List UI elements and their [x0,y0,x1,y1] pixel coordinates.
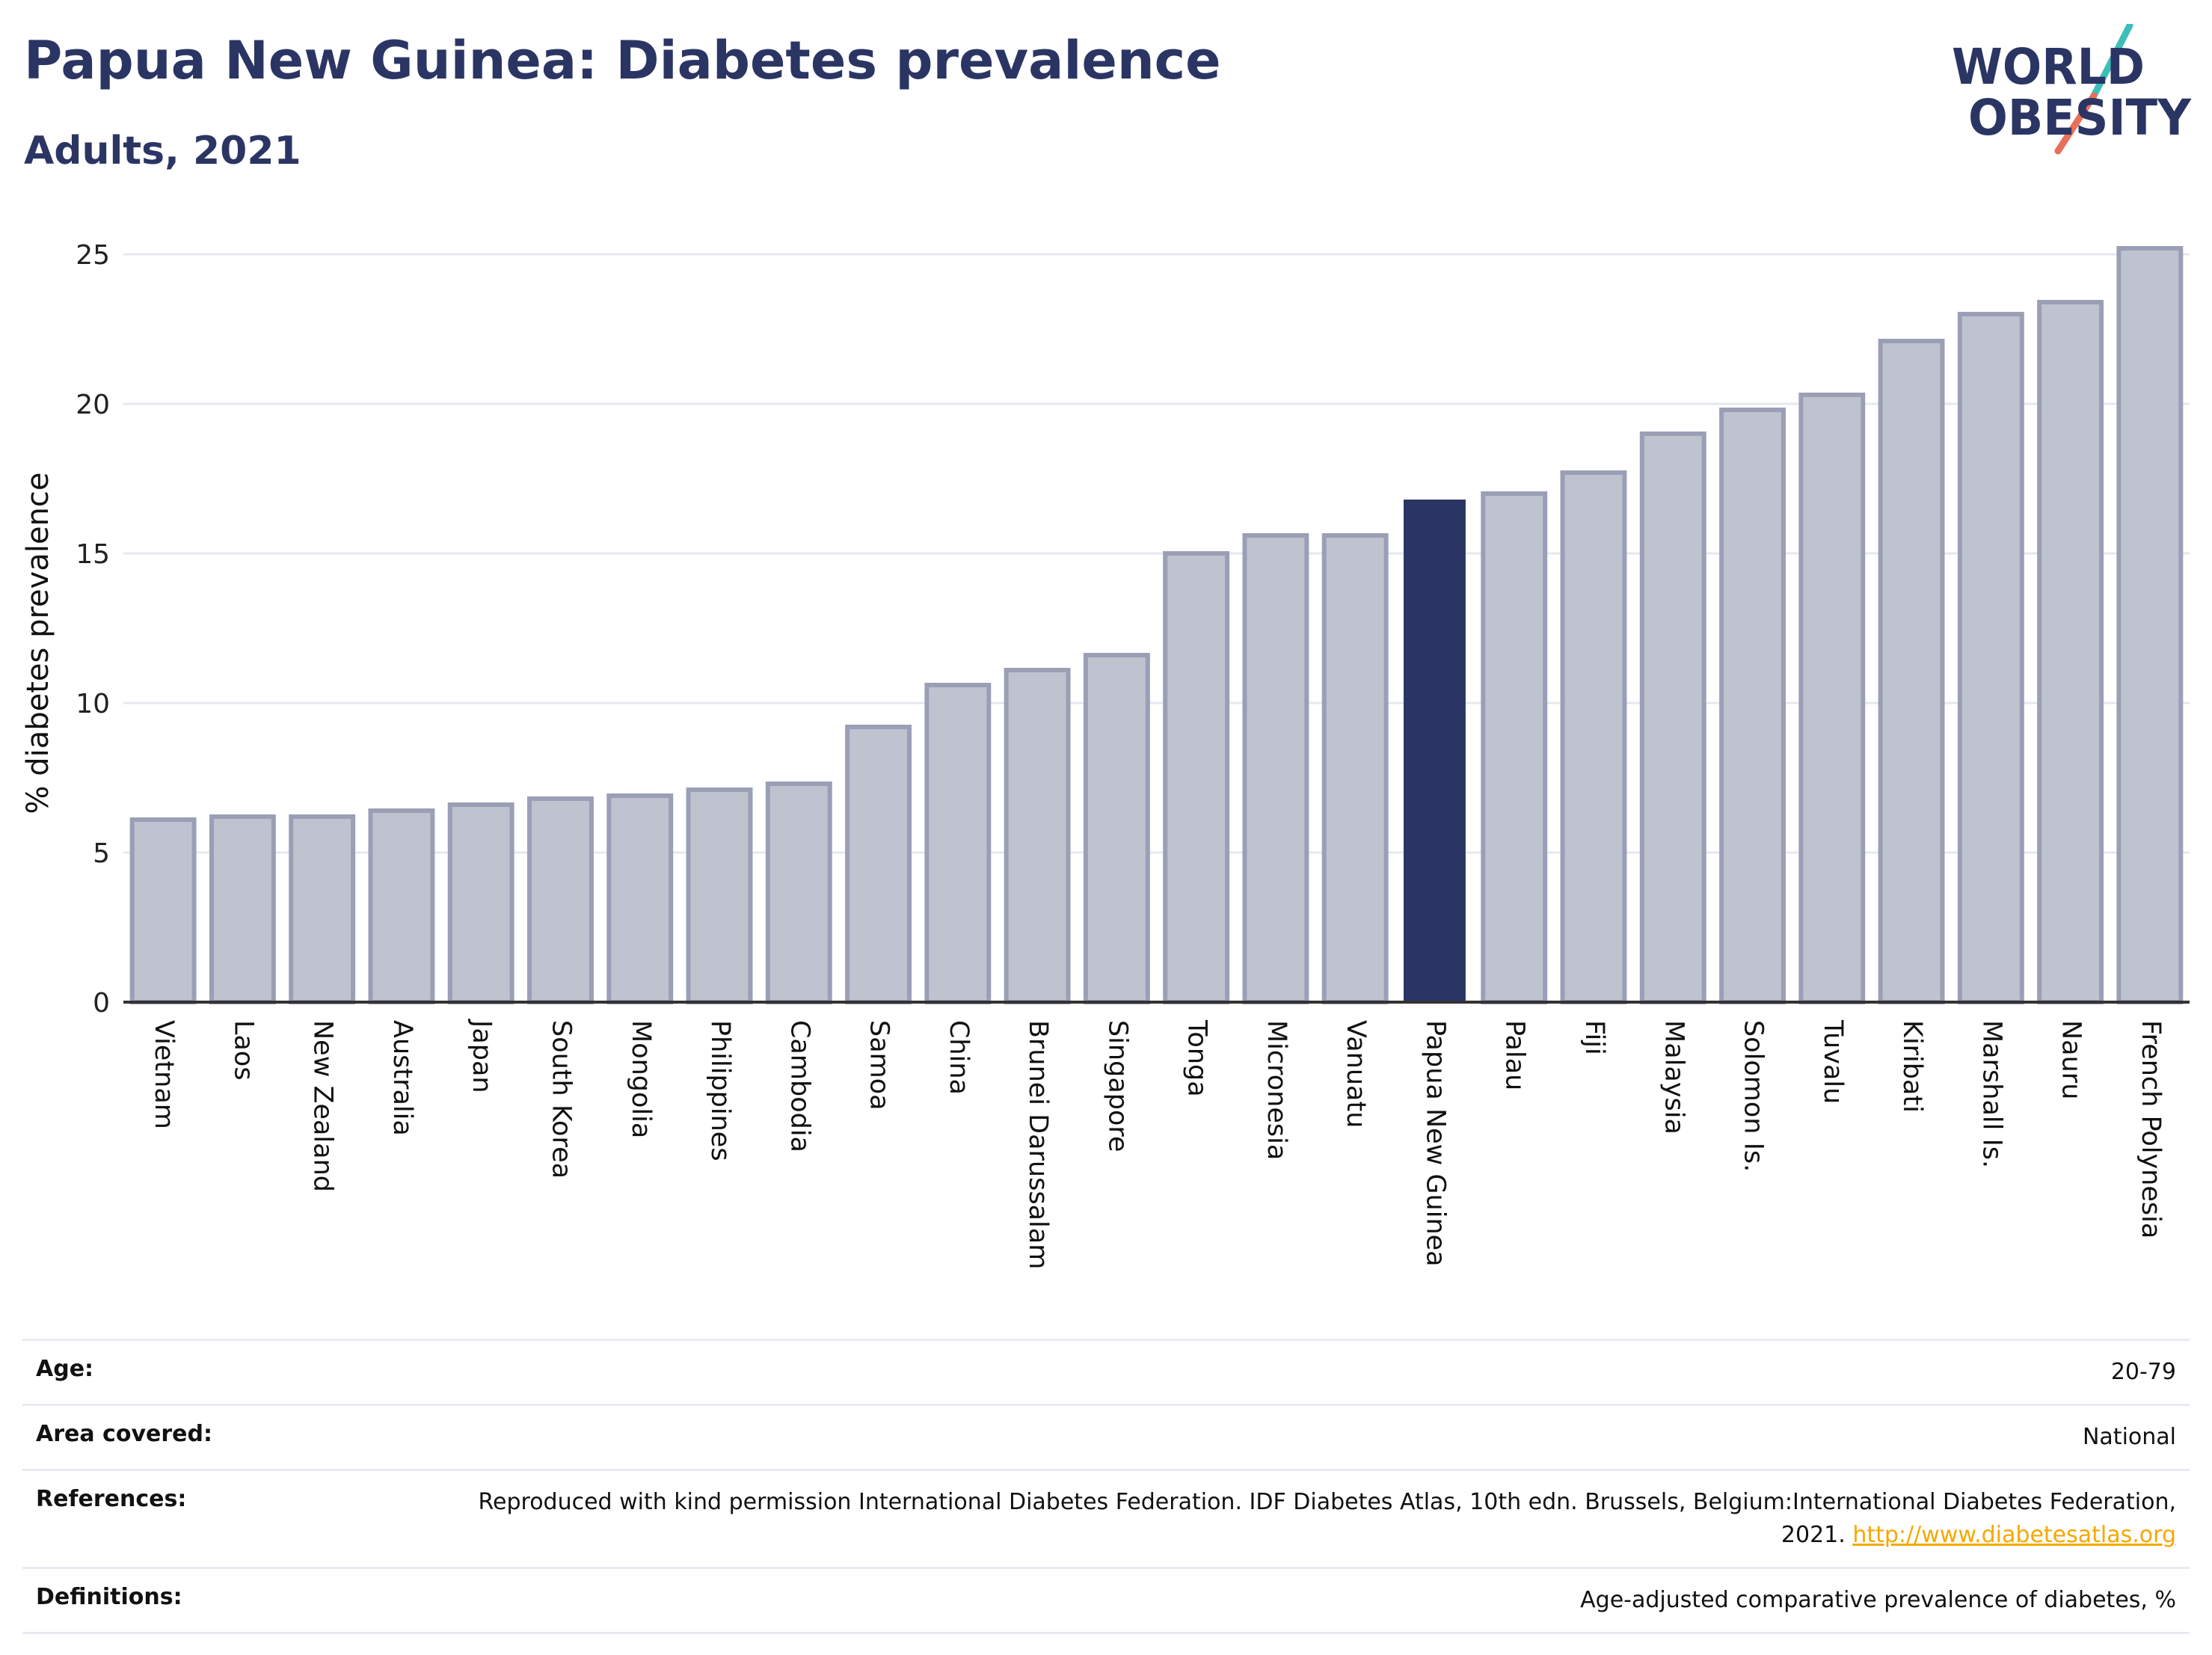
bar-micronesia [1242,533,1309,1004]
info-label: Area covered: [22,1404,408,1470]
info-row-area: Area covered: National [22,1404,2190,1470]
x-tick-label: Cambodia [784,1020,814,1152]
y-axis-ticks: 0 5 10 15 20 25 [76,240,110,1019]
x-tick-label: Tuvalu [1818,1019,1848,1104]
bar-fiji [1560,470,1627,1004]
bar-marshall-is [1957,312,2024,1004]
bar-china [924,683,992,1004]
bar-kiribati [1878,339,1945,1004]
world-obesity-logo: WORLD OBESITY [1952,24,2192,155]
x-tick-label: Philippines [705,1020,735,1161]
bar-mongolia [606,793,674,1004]
x-tick-label: Tonga [1182,1019,1212,1097]
x-tick-label: Solomon Is. [1739,1020,1769,1172]
x-tick-label: Brunei Darussalam [1023,1020,1053,1269]
bar-palau [1481,491,1548,1004]
bar-philippines [686,787,753,1004]
bar-japan [447,802,514,1004]
bar-brunei-darussalam [1004,668,1071,1004]
x-tick-label: Australia [387,1020,417,1136]
info-row-definitions: Definitions: Age-adjusted comparative pr… [22,1567,2190,1634]
x-tick-label: Vanuatu [1341,1020,1371,1128]
bar-malaysia [1639,432,1706,1004]
bar-vietnam [129,817,197,1004]
x-tick-label: Laos [228,1020,258,1081]
logo-slash-bottom [2054,92,2098,155]
info-row-age: Age: 20-79 [22,1339,2190,1405]
x-tick-label: Singapore [1102,1020,1132,1152]
x-tick-label: Fiji [1579,1020,1609,1055]
logo-text-obesity: OBESITY [1968,89,2192,147]
y-tick-label: 0 [93,988,110,1019]
bars [129,246,2184,1004]
x-tick-label: Kiribati [1897,1020,1927,1113]
bar-french-polynesia [2116,246,2184,1004]
x-tick-label: China [944,1020,974,1095]
x-tick-label: Samoa [864,1020,894,1111]
bar-australia [368,808,435,1004]
x-tick-label: New Zealand [308,1020,338,1192]
references-link[interactable]: http://www.diabetesatlas.org [1852,1522,2176,1548]
info-table: Age: 20-79 Area covered: National Refere… [22,1339,2190,1634]
references-text: Reproduced with kind permission Internat… [478,1489,2176,1548]
x-tick-label: South Korea [546,1020,576,1179]
bar-tonga [1163,551,1230,1004]
bar-new-zealand [289,814,356,1004]
y-tick-label: 5 [93,838,110,869]
y-axis-title: % diabetes prevalence [21,472,55,814]
info-label: Age: [22,1339,408,1405]
y-tick-label: 15 [76,539,110,570]
bar-south-korea [527,796,594,1004]
x-tick-label: Papua New Guinea [1420,1020,1450,1267]
y-tick-label: 20 [76,390,110,420]
x-tick-label: Micronesia [1262,1020,1291,1160]
logo-text-world: WORLD [1952,38,2145,96]
info-label: Definitions: [22,1567,408,1634]
bar-laos [209,814,276,1004]
info-value: National [408,1404,2190,1470]
x-tick-label: French Polynesia [2136,1020,2166,1238]
x-tick-label: Mongolia [626,1020,656,1138]
bar-papua-new-guinea [1403,500,1466,1002]
bar-chart: 0 5 10 15 20 25 Vietnam Laos New Zealand Austral… [21,240,2190,1269]
info-label: References: [22,1469,408,1568]
info-value: Reproduced with kind permission Internat… [408,1469,2190,1568]
bar-cambodia [765,782,832,1004]
bar-vanuatu [1321,533,1389,1004]
info-value: 20-79 [408,1339,2190,1405]
page-subtitle: Adults, 2021 [24,129,301,174]
y-tick-label: 25 [76,240,110,271]
x-tick-label: Marshall Is. [1976,1020,2006,1168]
info-row-references: References: Reproduced with kind permiss… [22,1469,2190,1568]
x-tick-label: Japan [467,1019,497,1093]
x-tick-label: Malaysia [1659,1020,1689,1134]
bar-nauru [2037,300,2104,1004]
bar-tuvalu [1798,393,1866,1004]
info-value: Age-adjusted comparative prevalence of d… [408,1567,2190,1634]
x-tick-label: Vietnam [149,1020,179,1129]
bar-singapore [1083,653,1150,1004]
x-tick-label: Nauru [2056,1020,2086,1099]
y-tick-label: 10 [76,689,110,719]
bar-samoa [845,725,912,1004]
bar-solomon-is [1719,408,1786,1004]
page-title: Papua New Guinea: Diabetes prevalence [24,30,1221,91]
x-tick-label: Palau [1500,1020,1530,1090]
x-axis-labels: Vietnam Laos New Zealand Australia Japan Sout… [149,1019,2166,1269]
logo-slash-top [2090,24,2133,99]
